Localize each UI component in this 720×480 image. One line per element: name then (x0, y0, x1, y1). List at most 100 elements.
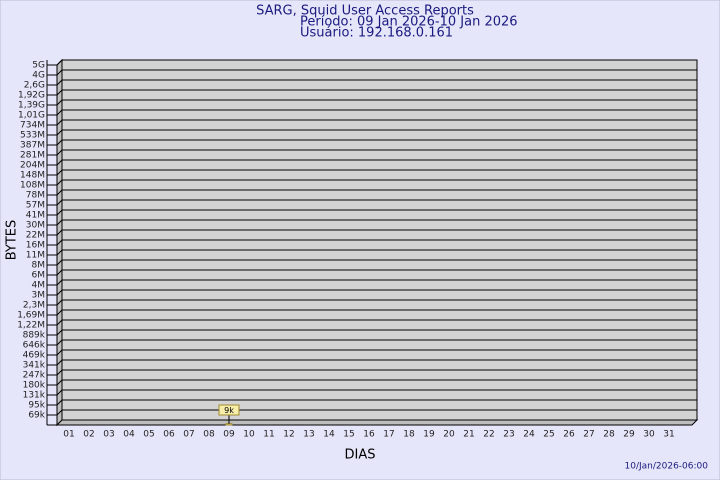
y-tick-label: 78M (26, 191, 45, 201)
x-tick-label: 14 (323, 430, 335, 440)
grid-line (56, 409, 63, 416)
x-tick-label: 18 (403, 430, 415, 440)
y-tick-label: 11M (26, 251, 45, 261)
grid-line (56, 159, 63, 166)
grid-line (56, 259, 63, 266)
label-box (218, 404, 240, 416)
grid-line (56, 369, 63, 376)
x-tick-label: 19 (423, 430, 435, 440)
y-tick-label: 131k (23, 391, 46, 401)
x-tick-label: 15 (343, 430, 354, 440)
y-tick-label: 533M (20, 131, 45, 141)
y-tick-label: 57M (26, 201, 45, 211)
y-tick-label: 6M (32, 271, 46, 281)
grid-line (56, 189, 63, 196)
grid-line (56, 249, 63, 256)
grid-line (56, 79, 63, 86)
grid-line (56, 179, 63, 186)
y-tick-label: 69k (28, 411, 45, 421)
y-tick-label: 1,22M (17, 321, 45, 331)
y-tick-label: 889k (23, 331, 46, 341)
x-tick-label: 04 (123, 430, 135, 440)
grid-line (56, 299, 63, 306)
y-tick-label: 180k (23, 381, 46, 391)
x-tick-label: 09 (223, 430, 235, 440)
x-tick-label: 25 (543, 430, 554, 440)
y-tick-label: 1,01G (18, 111, 45, 121)
x-tick-label: 23 (503, 430, 514, 440)
y-tick-label: 30M (26, 221, 45, 231)
y-tick-label: 1,69M (17, 311, 45, 321)
grid-line (56, 359, 63, 366)
grid-line (56, 399, 63, 406)
y-tick-label: 4G (32, 71, 45, 81)
grid-line (56, 69, 63, 76)
grid-line (56, 349, 63, 356)
y-tick-label: 95k (28, 401, 45, 411)
x-tick-label: 12 (283, 430, 294, 440)
y-axis-label: BYTES (5, 220, 20, 261)
grid-line (56, 339, 63, 346)
x-tick-label: 10 (243, 430, 255, 440)
y-tick-label: 1,39G (18, 101, 45, 111)
bar (225, 423, 233, 426)
grid-line (56, 119, 63, 126)
y-tick-label: 148M (20, 171, 45, 181)
grid-line (56, 269, 63, 276)
x-tick-label: 01 (63, 430, 74, 440)
grid-line (56, 319, 63, 326)
grid-line (56, 109, 63, 116)
y-tick-label: 387M (20, 141, 45, 151)
x-tick-label: 21 (463, 430, 474, 440)
y-tick-label: 204M (20, 161, 45, 171)
grid-line (56, 99, 63, 106)
footer: 10/Jan/2026-06:00 (625, 462, 709, 472)
grid-line (56, 379, 63, 386)
y-tick-label: 8M (32, 261, 46, 271)
grid-line (56, 209, 63, 216)
grid-line (56, 169, 63, 176)
y-tick-label: 3M (32, 291, 46, 301)
x-tick-label: 27 (583, 430, 594, 440)
x-tick-label: 26 (563, 430, 575, 440)
grid-line (56, 289, 63, 296)
user-label: Usuário: 192.168.0.161 (300, 26, 453, 41)
x-tick-label: 24 (523, 430, 535, 440)
y-tick-label: 2,3M (23, 301, 45, 311)
chart-subtitle: Período: 09 Jan 2026-10 Jan 2026 (300, 15, 518, 30)
floor (55, 419, 699, 426)
x-tick-label: 11 (263, 430, 274, 440)
x-tick-label: 03 (103, 430, 114, 440)
grid-line (56, 59, 63, 66)
value-label: 9k (224, 406, 234, 415)
y-tick-label: 1,92G (18, 91, 45, 101)
y-tick-label: 734M (20, 121, 45, 131)
x-tick-label: 20 (443, 430, 455, 440)
x-tick-label: 17 (383, 430, 394, 440)
grid-line (56, 229, 63, 236)
grid-line (56, 199, 63, 206)
x-tick-label: 31 (663, 430, 674, 440)
x-tick-label: 13 (303, 430, 314, 440)
x-tick-label: 22 (483, 430, 494, 440)
x-tick-label: 16 (363, 430, 375, 440)
grid-line (56, 239, 63, 246)
grid-line (56, 219, 63, 226)
x-tick-label: 29 (623, 430, 635, 440)
grid-line (56, 329, 63, 336)
x-tick-label: 30 (643, 430, 655, 440)
grid-line (56, 129, 63, 136)
chart-title: SARG, Squid User Access Reports (256, 4, 474, 19)
y-tick-label: 22M (26, 231, 45, 241)
x-tick-label: 07 (183, 430, 194, 440)
y-tick-label: 341k (23, 361, 46, 371)
grid-line (56, 89, 63, 96)
y-tick-label: 281M (20, 151, 45, 161)
y-tick-label: 5G (32, 61, 45, 71)
grid-line (56, 309, 63, 316)
x-tick-label: 05 (143, 430, 154, 440)
y-tick-label: 2,6G (24, 81, 45, 91)
x-tick-label: 06 (163, 430, 175, 440)
